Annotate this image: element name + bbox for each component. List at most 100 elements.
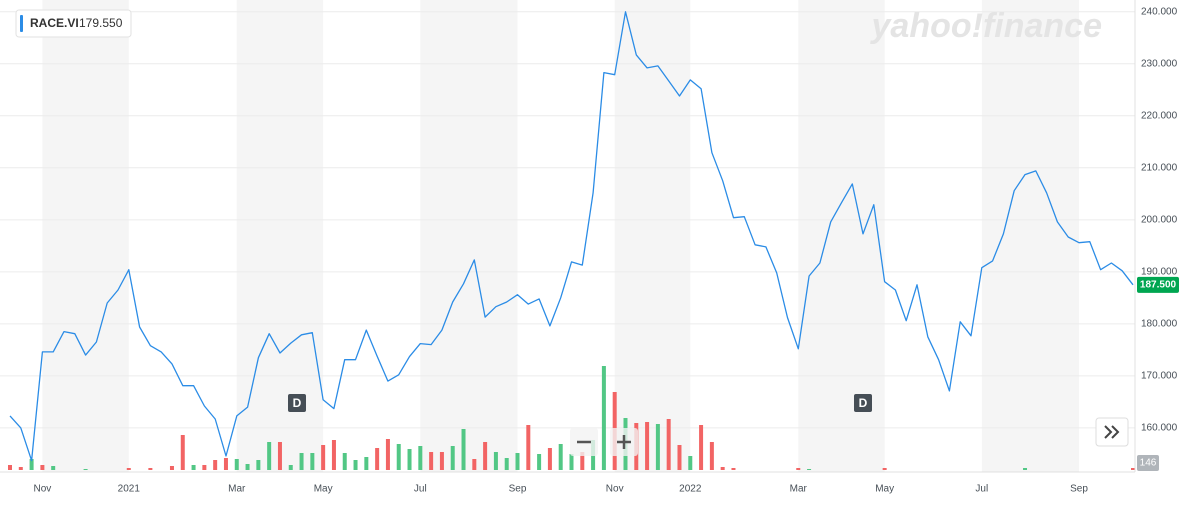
month-band: [614, 0, 691, 472]
volume-bar: [191, 465, 196, 470]
x-tick-label: Mar: [790, 484, 808, 495]
chevron-icon: [1104, 425, 1120, 439]
volume-bar: [526, 425, 531, 470]
volume-bar: [429, 452, 434, 470]
volume-bar: [601, 366, 606, 470]
x-tick-label: Sep: [1070, 484, 1088, 495]
volume-bar: [1023, 468, 1028, 470]
volume-bar: [51, 466, 56, 470]
month-band: [981, 0, 1080, 472]
y-tick-label: 220.000: [1141, 110, 1178, 121]
y-tick-label: 160.000: [1141, 423, 1178, 434]
y-tick-label: 180.000: [1141, 318, 1178, 329]
y-tick-label: 190.000: [1141, 266, 1178, 277]
volume-bar: [321, 445, 326, 470]
x-tick-label: Nov: [33, 484, 51, 495]
x-tick-label: May: [875, 484, 894, 495]
volume-bar: [720, 467, 725, 470]
volume-bar: [1131, 468, 1135, 470]
volume-bar: [407, 449, 412, 470]
zoom-in-button[interactable]: [610, 428, 638, 456]
x-tick-label: May: [314, 484, 333, 495]
volume-bar: [558, 444, 563, 470]
x-tick-label: Jul: [414, 484, 427, 495]
marker-label: D: [293, 396, 302, 410]
volume-bar: [245, 464, 250, 470]
y-tick-label: 210.000: [1141, 162, 1178, 173]
dividend-marker[interactable]: D: [854, 394, 872, 412]
x-tick-label: 2022: [679, 484, 702, 495]
volume-bar: [342, 453, 347, 470]
plot: [9, 11, 1134, 462]
volume-bar: [223, 458, 228, 470]
x-tick-label: 2021: [118, 484, 141, 495]
volume-bar: [288, 465, 293, 470]
volume-bar: [882, 468, 887, 470]
volume-bar: [364, 457, 369, 470]
volume-bar: [688, 456, 693, 470]
volume-bar: [148, 468, 153, 470]
volume-bar: [385, 439, 390, 470]
legend[interactable]: RACE.VI 179.550: [15, 9, 132, 38]
legend-swatch: [20, 15, 23, 32]
marker-label: D: [859, 396, 868, 410]
zoom-out-button[interactable]: [570, 428, 598, 456]
volume-bar: [83, 469, 88, 470]
volume-bar: [299, 453, 304, 470]
legend-box: [15, 9, 132, 38]
volume-bar: [645, 422, 650, 470]
volume-bar: [439, 452, 444, 470]
marker-box: [288, 394, 306, 412]
volume-bar: [40, 465, 45, 470]
volume-bar: [267, 442, 272, 470]
legend-value: 179.550: [79, 16, 123, 30]
volume-bar: [375, 448, 380, 470]
volume-bar: [256, 460, 261, 470]
y-tick-label: 230.000: [1141, 58, 1178, 69]
marker-box: [854, 394, 872, 412]
month-band: [798, 0, 885, 472]
y-tick-label: 200.000: [1141, 214, 1178, 225]
x-tick-label: Mar: [228, 484, 246, 495]
last-price-label: 187.500: [1140, 279, 1177, 290]
volume-bar: [677, 445, 682, 470]
volume-bar: [169, 466, 174, 470]
dividend-marker[interactable]: D: [288, 394, 306, 412]
volume-bar: [483, 442, 488, 470]
month-band: [420, 0, 518, 472]
volume-bar: [655, 424, 660, 470]
volume-bar: [515, 453, 520, 470]
volume-bar: [493, 452, 498, 470]
scroll-right-button[interactable]: [1095, 417, 1129, 447]
volume-bar: [180, 435, 185, 470]
volume-bar: [310, 453, 315, 470]
volume-bar: [580, 452, 585, 470]
x-tick-label: Sep: [509, 484, 527, 495]
x-tick-label: Nov: [606, 484, 624, 495]
price-line: [9, 11, 1134, 462]
volume-bar: [418, 446, 423, 470]
volume-bar: [234, 459, 239, 470]
volume-bar: [29, 459, 34, 470]
month-band: [42, 0, 129, 472]
volume-bar: [461, 429, 466, 470]
volume-axis-label: 146: [1140, 458, 1157, 469]
y-tick-label: 170.000: [1141, 370, 1178, 381]
volume-bar: [396, 444, 401, 470]
month-band: [236, 0, 324, 472]
month-bands: [42, 0, 1080, 472]
volume-bar: [8, 465, 12, 470]
volume-bar: [731, 468, 736, 470]
volume-bar: [569, 454, 574, 470]
volume-bar: [699, 425, 704, 470]
last-price-badge: [1137, 276, 1179, 293]
volume-bar: [547, 448, 552, 470]
y-tick-label: 240.000: [1141, 6, 1178, 17]
volume-bar: [504, 458, 509, 470]
volume-bar: [537, 454, 542, 470]
volume-bar: [277, 442, 282, 470]
volume-bar: [202, 465, 207, 470]
volume-bar: [472, 459, 477, 470]
volume-bar: [709, 442, 714, 470]
